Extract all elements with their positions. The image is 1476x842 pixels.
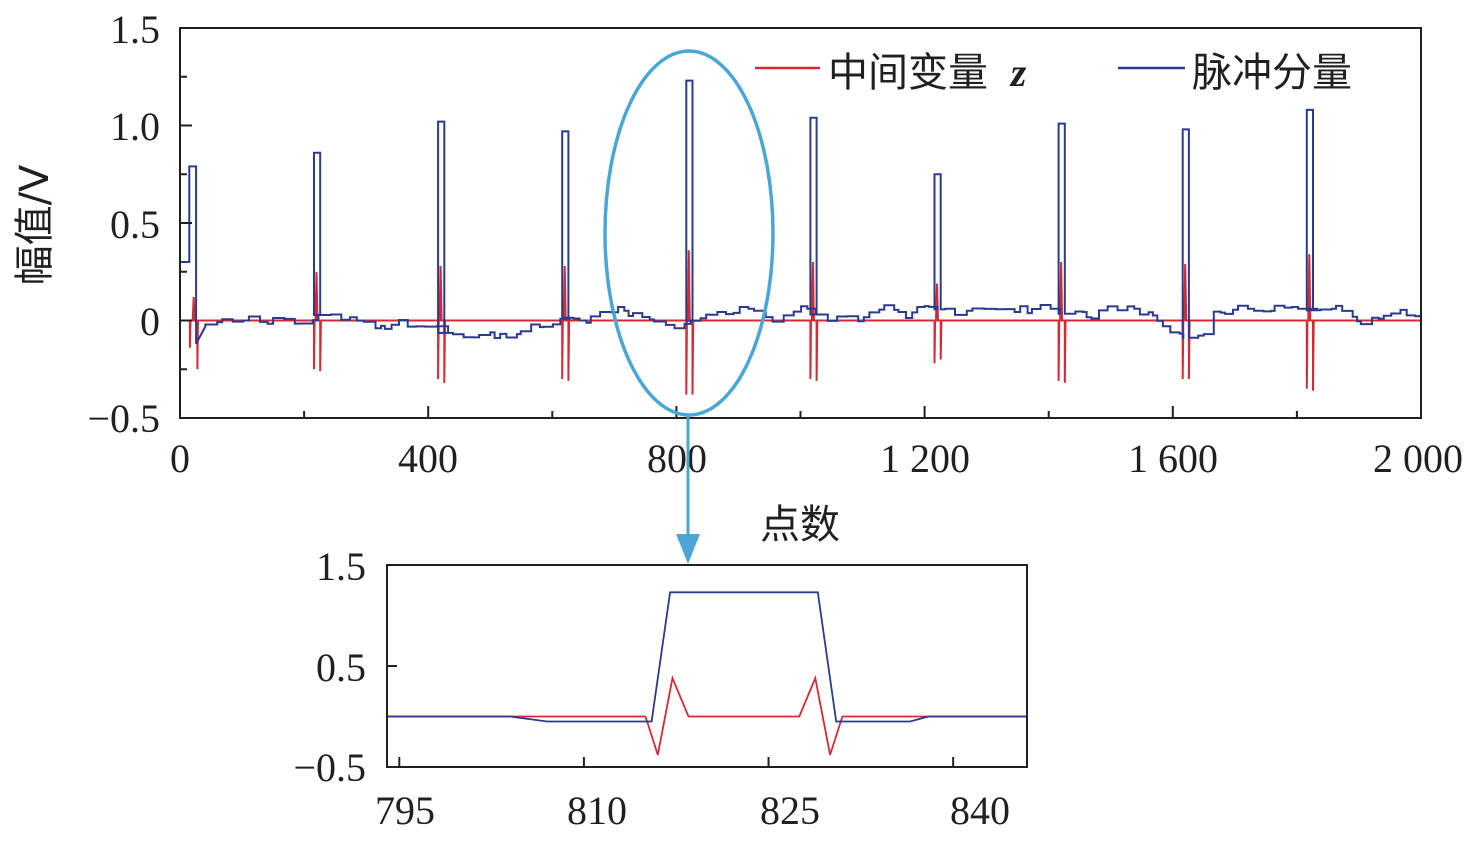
highlight-ellipse — [603, 49, 775, 417]
series-intermediate-z — [180, 250, 1421, 395]
x-tick-1200: 1 200 — [880, 436, 970, 481]
x-tick-2000: 2 000 — [1373, 436, 1463, 481]
inset-x-tick-840: 840 — [950, 788, 1010, 833]
x-axis-title: 点数 — [760, 502, 840, 548]
inset-y-tick-1-5: 1.5 — [316, 544, 366, 589]
legend-label-intermediate-text: 中间变量 — [828, 50, 988, 96]
x-tick-1600: 1 600 — [1128, 436, 1218, 481]
y-axis-title: 幅值/V — [12, 164, 58, 285]
x-tick-0: 0 — [170, 436, 190, 481]
inset-x-tick-825: 825 — [760, 788, 820, 833]
y-tick-1-0: 1.0 — [110, 104, 160, 149]
inset-series-pulse-component — [387, 591, 1027, 723]
inset-x-tick-795: 795 — [375, 788, 435, 833]
y-tick-0-5: 0.5 — [110, 202, 160, 247]
inset-series-intermediate-z — [387, 674, 1027, 756]
inset-x-tick-810: 810 — [567, 788, 627, 833]
legend: 中间变量 z 脉冲分量 — [755, 50, 1352, 96]
main-chart: 1.5 1.0 0.5 0 −0.5 0 400 800 1 200 1 600… — [12, 7, 1463, 564]
legend-label-pulse: 脉冲分量 — [1192, 50, 1352, 96]
legend-label-intermediate: 中间变量 z — [828, 50, 1027, 96]
zoom-arrow-head — [676, 534, 700, 564]
legend-label-intermediate-symbol: z — [1009, 50, 1027, 95]
y-tick-0: 0 — [140, 299, 160, 344]
y-tick-1-5: 1.5 — [110, 7, 160, 52]
y-tick-neg-0-5: −0.5 — [87, 396, 160, 441]
inset-y-tick-neg-0-5: −0.5 — [293, 745, 366, 790]
inset-plot-frame — [386, 564, 1028, 768]
series-pulse-component — [180, 79, 1422, 345]
inset-chart: 1.5 0.5 −0.5 795 810 825 840 — [293, 544, 1028, 833]
inset-y-tick-0-5: 0.5 — [316, 645, 366, 690]
x-tick-400: 400 — [398, 436, 458, 481]
x-tick-800: 800 — [647, 436, 707, 481]
